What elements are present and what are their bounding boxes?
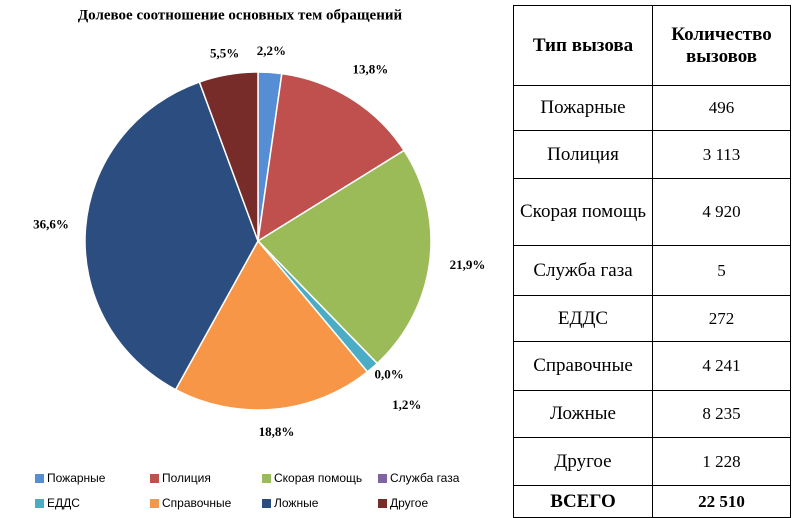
legend-label: Ложные (274, 496, 319, 510)
legend-label: Скорая помощь (274, 471, 362, 485)
table-row: Другое 1 228 (513, 437, 791, 486)
legend-swatch (35, 499, 44, 508)
table-cell: 22 510 (652, 485, 791, 518)
chart: Долевое соотношение основных тем обращен… (33, 7, 486, 510)
legend-label: Справочные (162, 496, 232, 510)
legend-label: Полиция (162, 471, 211, 485)
table-row: Справочные 4 241 (513, 341, 791, 391)
table-row: Ложные 8 235 (513, 390, 791, 438)
table-cell: 496 (652, 85, 791, 131)
legend-swatch (378, 474, 387, 483)
table-row: Пожарные 496 (513, 85, 791, 131)
slice-label: 18,8% (259, 424, 295, 439)
table-row: Скорая помощь 4 920 (513, 178, 791, 246)
table-cell: 4 241 (652, 341, 791, 391)
table-cell: ВСЕГО (513, 485, 653, 518)
legend-swatch (35, 474, 44, 483)
table-header: Тип вызова Количество вызовов (513, 5, 791, 86)
legend-swatch (262, 499, 271, 508)
table-cell: 272 (652, 295, 791, 342)
slice-label: 0,0% (375, 367, 404, 382)
slice-label: 5,5% (210, 46, 239, 61)
pie-slice (198, 71, 259, 242)
table-cell: ЕДДС (513, 295, 653, 342)
legend-label: Другое (390, 496, 428, 510)
pie-slice (257, 72, 406, 243)
table-cell: Ложные (513, 390, 653, 438)
slice-label: 21,9% (450, 257, 486, 272)
header-cell: Количество вызовов (652, 5, 791, 86)
legend-label: ЕДДС (47, 496, 80, 510)
slice-label: 36,6% (33, 217, 69, 232)
table-cell: Служба газа (513, 245, 653, 296)
pie-slice (256, 149, 432, 365)
slice-label: 2,2% (257, 43, 286, 58)
table-cell: Другое (513, 437, 653, 486)
calls-table: Тип вызова Количество вызовов Пожарные 49… (513, 5, 791, 518)
slice-label: 13,8% (352, 61, 388, 76)
pie-slice (84, 81, 259, 391)
header-cell: Тип вызова (513, 5, 653, 86)
table-cell: Полиция (513, 130, 653, 179)
legend-swatch (262, 474, 271, 483)
table-cell: 8 235 (652, 390, 791, 438)
table-cell: Справочные (513, 341, 653, 391)
table-cell: 5 (652, 245, 791, 296)
table-cell: 4 920 (652, 178, 791, 246)
chart-title: Долевое соотношение основных тем обращен… (78, 7, 403, 23)
legend-swatch (150, 499, 159, 508)
legend-label: Пожарные (47, 471, 106, 485)
table-body: Пожарные 496 Полиция 3 113 Скорая помощь 4 92… (513, 85, 791, 518)
table-cell: Пожарные (513, 85, 653, 131)
table-row: ЕДДС 272 (513, 295, 791, 342)
table-row: Служба газа 5 (513, 245, 791, 296)
table-row: ВСЕГО 22 510 (513, 485, 791, 518)
table-cell: Скорая помощь (513, 178, 653, 246)
table-cell: 1 228 (652, 437, 791, 486)
table-row: Полиция 3 113 (513, 130, 791, 179)
legend-swatch (150, 474, 159, 483)
legend-label: Служба газа (390, 471, 460, 485)
slice-label: 1,2% (392, 397, 421, 412)
table-cell: 3 113 (652, 130, 791, 179)
legend-swatch (378, 499, 387, 508)
pie-slice (174, 239, 369, 411)
